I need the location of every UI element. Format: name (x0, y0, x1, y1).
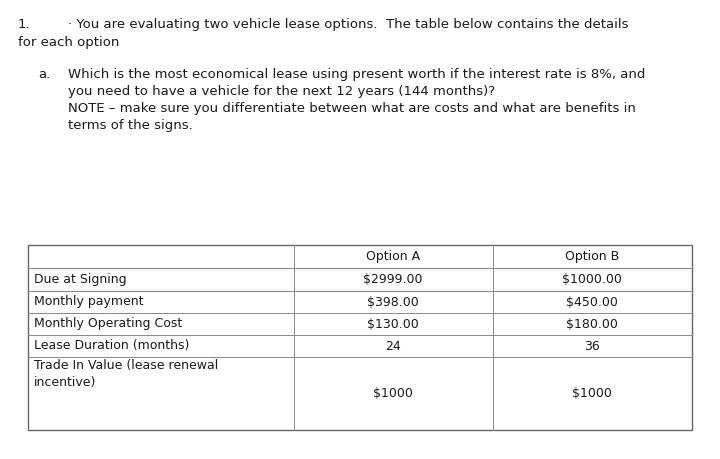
Text: Monthly Operating Cost: Monthly Operating Cost (34, 318, 182, 330)
Text: terms of the signs.: terms of the signs. (68, 119, 193, 132)
Text: NOTE – make sure you differentiate between what are costs and what are benefits : NOTE – make sure you differentiate betwe… (68, 102, 636, 115)
Text: 36: 36 (585, 340, 600, 353)
Bar (28, 245, 692, 430)
Text: $180.00: $180.00 (567, 318, 618, 330)
Text: Option B: Option B (565, 250, 619, 263)
Text: $1000: $1000 (572, 387, 612, 400)
Text: 1.: 1. (18, 18, 31, 31)
Text: a.: a. (38, 68, 50, 81)
Text: for each option: for each option (18, 36, 120, 49)
Text: Option A: Option A (366, 250, 420, 263)
Text: $1000.00: $1000.00 (562, 273, 622, 286)
Text: $130.00: $130.00 (367, 318, 419, 330)
Text: Trade In Value (lease renewal
incentive): Trade In Value (lease renewal incentive) (34, 359, 218, 389)
Text: you need to have a vehicle for the next 12 years (144 months)?: you need to have a vehicle for the next … (68, 85, 495, 98)
Text: Lease Duration (months): Lease Duration (months) (34, 340, 189, 353)
Text: · You are evaluating two vehicle lease options.  The table below contains the de: · You are evaluating two vehicle lease o… (68, 18, 629, 31)
Text: Due at Signing: Due at Signing (34, 273, 127, 286)
Text: $2999.00: $2999.00 (364, 273, 423, 286)
Text: Monthly payment: Monthly payment (34, 296, 143, 308)
Text: $450.00: $450.00 (567, 296, 618, 308)
Text: 24: 24 (385, 340, 401, 353)
Text: $398.00: $398.00 (367, 296, 419, 308)
Text: $1000: $1000 (373, 387, 413, 400)
Text: Which is the most economical lease using present worth if the interest rate is 8: Which is the most economical lease using… (68, 68, 645, 81)
